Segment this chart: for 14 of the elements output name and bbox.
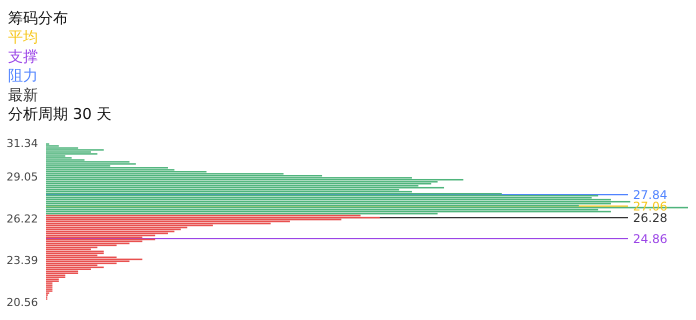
y-tick-label: 31.34 [6,136,38,150]
text: 最新 [8,86,38,104]
chart-title: 筹码分布 [8,9,68,27]
text: 平均 [8,28,38,46]
chart-subtitle: 分析周期 30 天 [8,105,112,124]
y-tick-label: 23.39 [6,254,38,268]
y-tick-label: 26.22 [6,212,38,226]
ref-line-label: 26.28 [633,210,668,225]
ref-line-label: 24.86 [633,232,668,246]
y-tick-label: 20.56 [6,296,38,309]
text: 阻力 [8,66,38,85]
text: 支撑 [8,47,38,66]
y-tick-label: 29.05 [6,170,38,184]
ref-line-label: 27.84 [633,188,668,202]
